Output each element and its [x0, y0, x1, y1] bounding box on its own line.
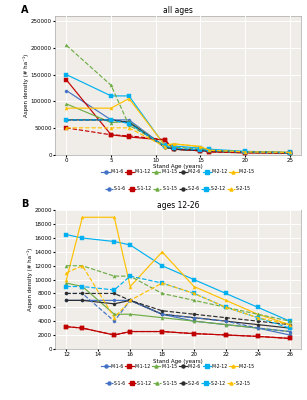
X-axis label: Stand Age (years): Stand Age (years)	[153, 164, 203, 169]
Legend: S-1-6, S-1-12, S-1-15, S-2-6, S-2-12, S-2-15: S-1-6, S-1-12, S-1-15, S-2-6, S-2-12, S-…	[105, 186, 251, 191]
Y-axis label: Aspen density (# ha⁻¹): Aspen density (# ha⁻¹)	[27, 248, 33, 311]
Legend: S-1-6, S-1-12, S-1-15, S-2-6, S-2-12, S-2-15: S-1-6, S-1-12, S-1-15, S-2-6, S-2-12, S-…	[105, 380, 251, 386]
Title: ages 12-26: ages 12-26	[157, 200, 199, 210]
Text: B: B	[21, 199, 28, 209]
Text: A: A	[21, 5, 28, 15]
Y-axis label: Aspen density (# ha⁻¹): Aspen density (# ha⁻¹)	[23, 54, 29, 117]
Title: all ages: all ages	[163, 6, 193, 15]
X-axis label: Stand Age (years): Stand Age (years)	[153, 359, 203, 364]
